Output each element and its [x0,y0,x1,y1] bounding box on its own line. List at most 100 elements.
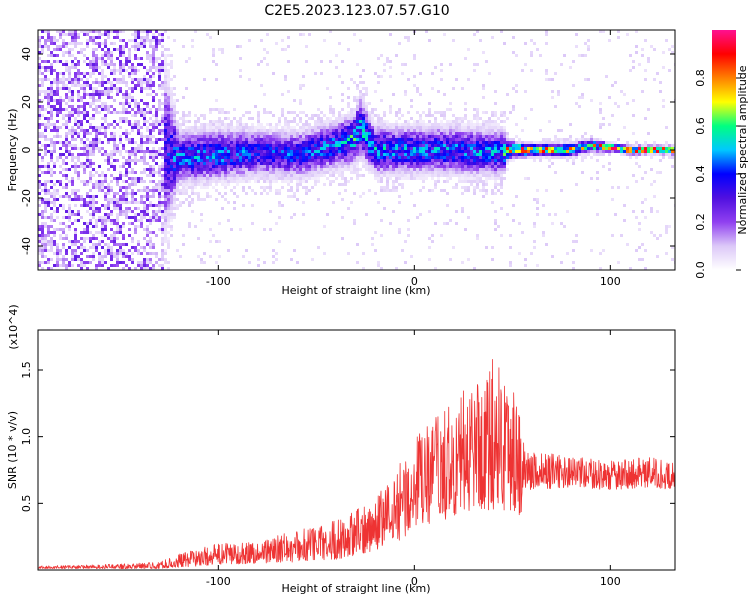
spectrogram-cell [224,198,227,201]
spectrogram-cell [128,96,131,99]
spectrogram-cell [329,180,332,183]
spectrogram-cell [488,177,491,180]
spectrogram-cell [218,129,221,132]
spectrogram-cell [284,144,287,147]
spectrogram-cell [413,153,416,156]
spectrogram-cell [491,150,494,153]
spectrogram-cell [176,159,179,162]
spectrogram-cell [89,219,92,222]
spectrogram-cell [293,195,296,198]
spectrogram-cell [260,153,263,156]
spectrogram-cell [158,84,161,87]
spectrogram-cell [278,141,281,144]
spectrogram-cell [167,144,170,147]
spectrogram-cell [146,111,149,114]
spectrogram-cell [206,150,209,153]
spectrogram-cell [116,150,119,153]
spectrogram-cell [44,123,47,126]
spectrogram-cell [281,186,284,189]
spectrogram-cell [308,138,311,141]
spectrogram-cell [332,180,335,183]
spectrogram-cell [134,72,137,75]
spectrogram-cell [404,159,407,162]
spectrogram-cell [74,258,77,261]
spectrogram-cell [161,36,164,39]
spectrogram-cell [251,159,254,162]
spectrogram-cell [272,180,275,183]
spectrogram-cell [119,30,122,33]
spectrogram-cell [470,132,473,135]
spectrogram-cell [395,180,398,183]
spectrogram-cell [329,171,332,174]
spectrogram-cell [200,168,203,171]
spectrogram-cell [101,228,104,231]
spectrogram-cell [488,156,491,159]
spectrogram-cell [413,138,416,141]
spectrogram-cell [287,120,290,123]
spectrogram-cell [101,246,104,249]
spectrogram-cell [476,123,479,126]
spectrogram-cell [68,81,71,84]
spectrogram-cell [410,105,413,108]
spectrogram-cell [242,132,245,135]
spectrogram-cell [122,54,125,57]
spectrogram-cell [143,87,146,90]
spectrogram-cell [140,210,143,213]
spectrogram-cell [380,267,383,270]
spectrogram-cell [239,153,242,156]
spectrogram-cell [485,129,488,132]
spectrogram-cell [116,69,119,72]
spectrogram-cell [242,180,245,183]
spectrogram-cell [173,168,176,171]
spectrogram-cell [68,75,71,78]
spectrogram-cell [77,258,80,261]
spectrogram-cell [62,54,65,57]
spectrogram-cell [296,159,299,162]
spectrogram-cell [200,213,203,216]
spectrogram-cell [242,204,245,207]
spectrogram-cell [428,162,431,165]
spectrogram-cell [158,210,161,213]
spectrogram-cell [188,132,191,135]
spectrogram-cell [125,81,128,84]
spectrogram-cell [146,213,149,216]
spectrogram-cell [239,147,242,150]
spectrogram-cell [95,69,98,72]
spectrogram-cell [143,81,146,84]
spectrogram-cell [131,246,134,249]
spectrogram-cell [398,42,401,45]
spectrogram-cell [320,138,323,141]
spectrogram-cell [236,120,239,123]
spectrogram-cell [308,162,311,165]
spectrogram-cell [128,234,131,237]
spectrogram-cell [71,108,74,111]
spectrogram-cell [440,168,443,171]
spectrogram-cell [137,207,140,210]
spectrogram-cell [161,117,164,120]
spectrogram-cell [89,207,92,210]
spectrogram-cell [122,96,125,99]
spectrogram-cell [77,147,80,150]
spectrogram-cell [332,135,335,138]
spectrogram-cell [38,186,41,189]
spectrogram-cell [323,132,326,135]
spectrogram-cell [125,189,128,192]
spectrogram-cell [92,216,95,219]
spectrogram-cell [419,72,422,75]
spectrogram-cell [470,150,473,153]
spectrogram-cell [344,129,347,132]
spectrogram-cell [203,123,206,126]
spectrogram-cell [428,138,431,141]
spectrogram-cell [38,69,41,72]
spectrogram-cell [464,141,467,144]
spectrogram-cell [209,132,212,135]
spectrogram-cell [104,222,107,225]
spectrogram-cell [200,147,203,150]
spectrogram-cell [293,135,296,138]
spectrogram-cell [233,162,236,165]
spectrogram-cell [155,156,158,159]
spectrogram-cell [371,156,374,159]
spectrogram-cell [218,153,221,156]
spectrogram-cell [431,144,434,147]
spectrogram-cell [446,144,449,147]
